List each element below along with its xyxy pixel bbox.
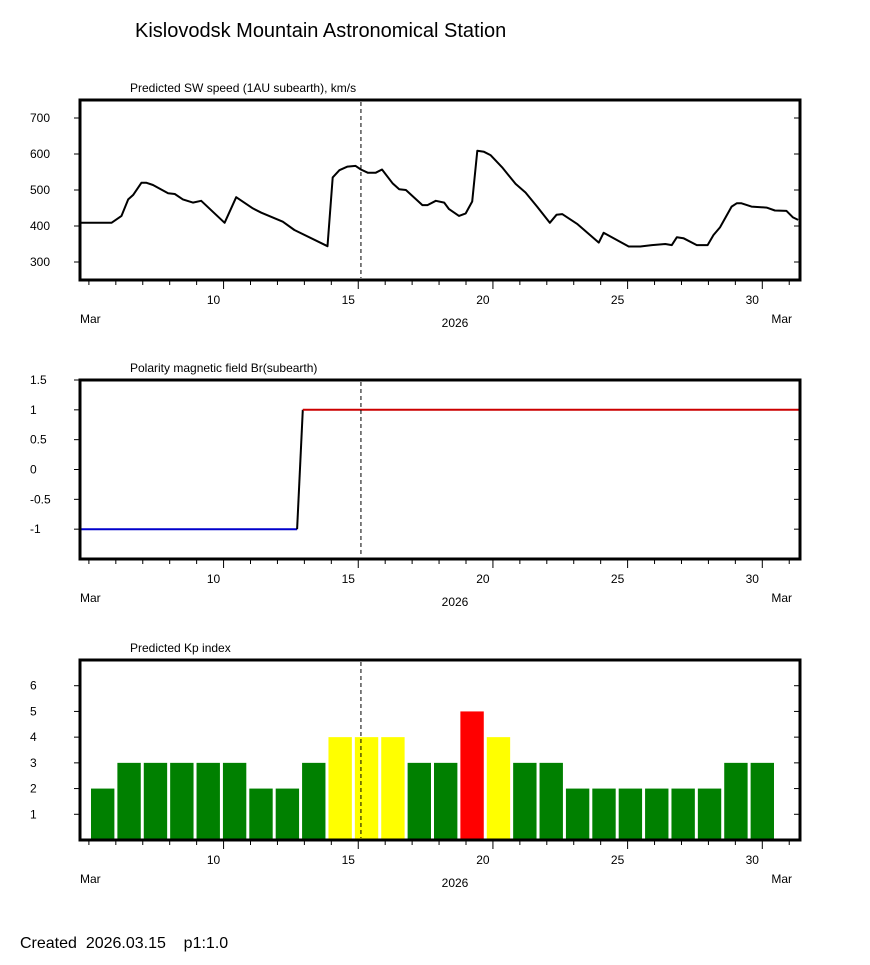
kp-bar-mar-12	[275, 788, 300, 840]
chart-title: Polarity magnetic field Br(subearth)	[130, 361, 317, 375]
kp-bar-mar-16	[381, 737, 405, 840]
x-month-label-left: Mar	[80, 872, 101, 886]
y-tick-label: -0.5	[30, 492, 51, 506]
x-month-label-left: Mar	[80, 312, 101, 326]
x-tick-label: 30	[746, 572, 760, 586]
kp-bar-mar-7	[143, 762, 168, 840]
x-tick-label: 25	[611, 572, 625, 586]
chart-title: Predicted Kp index	[130, 641, 231, 655]
y-tick-label: 0	[30, 463, 37, 477]
x-axis-label: 2026	[442, 595, 469, 609]
kp-bar-mar-20	[486, 737, 511, 840]
kp-bar-mar-15	[354, 737, 379, 840]
x-tick-label: 25	[611, 853, 625, 867]
y-tick-label: 0.5	[30, 433, 47, 447]
chart-panel-1: Predicted SW speed (1AU subearth), km/s 3…	[30, 81, 802, 330]
chart-panel-2: Polarity magnetic field Br(subearth) 1.5 1…	[30, 361, 802, 609]
x-tick-label: 20	[476, 853, 490, 867]
kp-bar-mar-14	[328, 737, 352, 840]
plot-frame	[78, 658, 802, 842]
kp-bar-mar-23	[565, 788, 590, 840]
x-tick-label: 15	[342, 293, 356, 307]
x-tick-label: 20	[476, 293, 490, 307]
x-tick-label: 20	[476, 572, 490, 586]
kp-bar-mar-18	[434, 762, 458, 840]
x-tick-label: 25	[611, 293, 625, 307]
x-axis-label: 2026	[442, 316, 469, 330]
y-tick-label: 1.5	[30, 373, 47, 387]
x-tick-label: 10	[207, 853, 221, 867]
chart-title: Predicted SW speed (1AU subearth), km/s	[130, 81, 356, 95]
x-month-label-right: Mar	[771, 591, 792, 605]
y-tick-label: 2	[30, 782, 37, 796]
y-tick-label: 500	[30, 183, 50, 197]
x-tick-label: 30	[746, 293, 760, 307]
kp-bar-mar-17	[407, 762, 431, 840]
created-footer: Created 2026.03.15 p1:1.0	[20, 935, 229, 952]
x-tick-label: 15	[342, 853, 356, 867]
kp-bar-mar-9	[196, 762, 220, 840]
kp-bar-mar-5	[91, 788, 115, 840]
series-line-sw-speed	[80, 149, 799, 248]
x-month-label-right: Mar	[771, 872, 792, 886]
kp-bar-mar-8	[170, 762, 194, 840]
y-tick-label: 5	[30, 704, 37, 718]
chart-panel-3: Predicted Kp index 1 2 3 4 5 6 10 15 20 25 30 Mar Mar…	[30, 641, 802, 890]
kp-bar-mar-19	[460, 711, 484, 840]
kp-bar-mar-26	[645, 788, 669, 840]
y-tick-label: 1	[30, 403, 37, 417]
kp-bar-mar-24	[592, 788, 616, 840]
x-month-label-right: Mar	[771, 312, 792, 326]
kp-bar-mar-21	[513, 762, 537, 840]
kp-bar-mar-29	[724, 762, 748, 840]
series-line-transition	[296, 409, 304, 530]
kp-bar-mar-13	[302, 762, 326, 840]
y-tick-label: 4	[30, 730, 37, 744]
kp-bar-mar-25	[618, 788, 643, 840]
y-tick-label: 300	[30, 255, 50, 269]
kp-bar-mar-10	[222, 762, 247, 840]
y-tick-label: 700	[30, 111, 50, 125]
main-title: Kislovodsk Mountain Astronomical Station	[135, 20, 507, 42]
kp-bar-mar-30	[750, 762, 774, 840]
kp-bar-mar-28	[697, 788, 722, 840]
y-tick-label: 6	[30, 679, 37, 693]
y-tick-label: 600	[30, 147, 50, 161]
x-axis-label: 2026	[442, 876, 469, 890]
x-tick-label: 10	[207, 293, 221, 307]
y-tick-label: -1	[30, 522, 41, 536]
y-tick-label: 400	[30, 219, 50, 233]
kp-bar-mar-27	[671, 788, 695, 840]
plot-frame	[78, 98, 802, 282]
kp-bar-mar-22	[539, 762, 563, 840]
plot-frame	[78, 378, 802, 561]
x-tick-label: 30	[746, 853, 760, 867]
x-tick-label: 15	[342, 572, 356, 586]
kp-bar-mar-11	[249, 788, 273, 840]
x-tick-label: 10	[207, 572, 221, 586]
y-tick-label: 3	[30, 756, 37, 770]
kp-bar-mar-6	[117, 762, 141, 840]
x-month-label-left: Mar	[80, 591, 101, 605]
y-tick-label: 1	[30, 807, 37, 821]
